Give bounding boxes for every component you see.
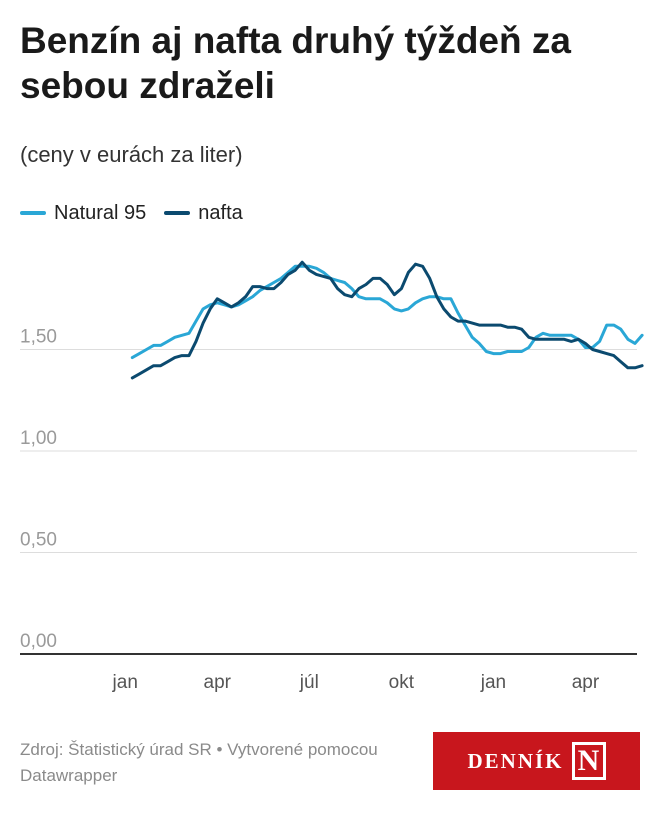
legend-swatch-natural95	[20, 211, 46, 215]
line-chart: 0,00 0,50 1,00 1,50 jan apr júl okt jan apr	[20, 260, 644, 693]
source-note: Zdroj: Štatistický úrad SR • Vytvorené p…	[20, 740, 378, 785]
x-tick-label: apr	[572, 672, 600, 693]
legend: Natural 95 nafta	[20, 200, 261, 226]
legend-item-natural95: Natural 95	[20, 202, 146, 225]
legend-label-natural95: Natural 95	[54, 201, 147, 224]
chart-title: Benzín aj nafta druhý týždeň za sebou zd…	[20, 20, 571, 106]
x-tick-label: okt	[389, 672, 415, 693]
chart-subtitle: (ceny v eurách za liter)	[20, 142, 243, 167]
x-tick-label: apr	[204, 672, 232, 693]
brand-n-letter: N	[577, 744, 600, 777]
legend-item-nafta: nafta	[164, 201, 243, 225]
legend-label-nafta: nafta	[198, 201, 243, 224]
brand-wordmark: DENNÍK	[467, 748, 564, 773]
y-tick-label: 1,00	[20, 428, 57, 449]
dennik-n-logo[interactable]: DENNÍK N	[433, 732, 640, 790]
y-tick-label: 0,50	[20, 530, 57, 551]
y-tick-label: 0,00	[20, 631, 57, 652]
legend-swatch-nafta	[164, 211, 191, 215]
y-tick-label: 1,50	[20, 327, 57, 348]
series-line-natural95	[130, 264, 644, 360]
x-tick-label: jan	[480, 672, 506, 693]
x-tick-label: júl	[299, 672, 319, 693]
series-line-nafta	[130, 260, 644, 380]
x-tick-label: jan	[112, 672, 138, 693]
brand-n-icon: N	[571, 742, 606, 780]
